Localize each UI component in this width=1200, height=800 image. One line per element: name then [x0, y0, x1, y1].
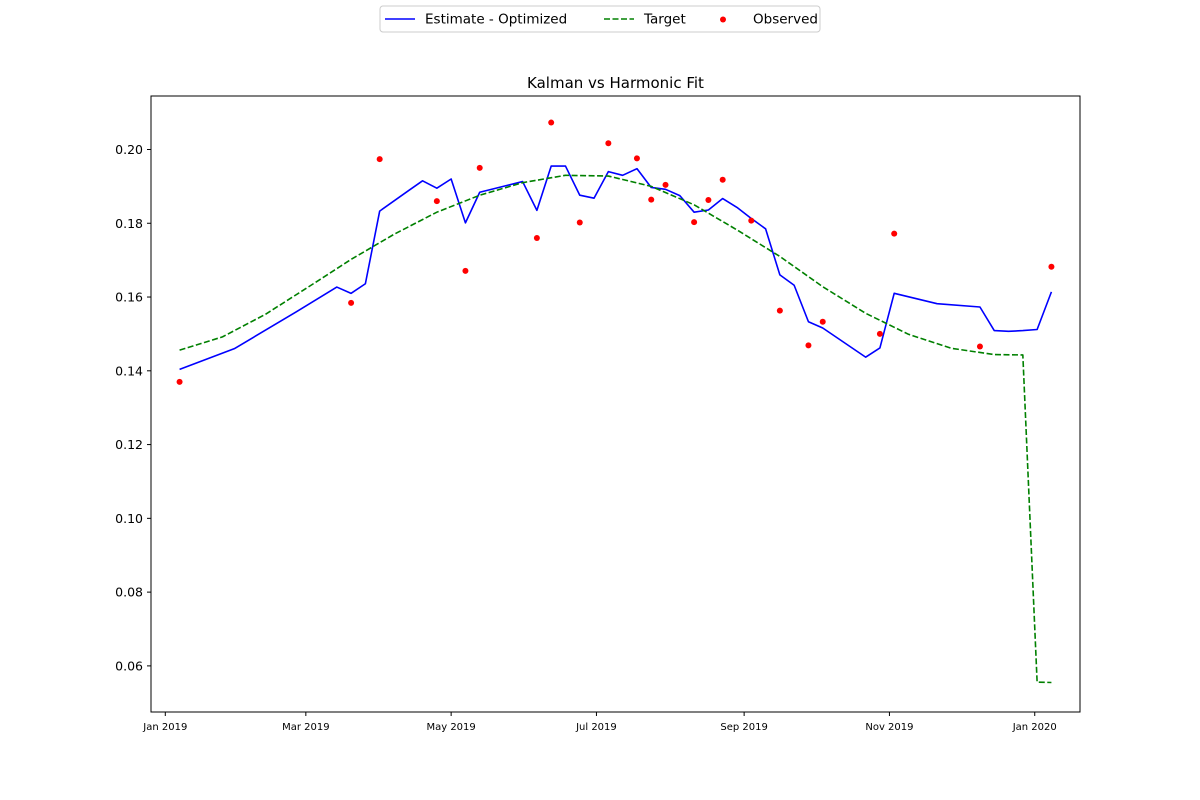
observed-point	[533, 235, 540, 242]
observed-point	[976, 343, 983, 350]
observed-point	[462, 267, 469, 274]
legend-marker-swatch	[720, 16, 726, 23]
observed-point	[176, 378, 183, 385]
plot-area-frame	[150, 95, 1081, 713]
observed-point	[476, 164, 483, 171]
y-tick-label: 0.14	[115, 363, 143, 378]
y-tick-label: 0.10	[115, 511, 143, 526]
chart-title: Kalman vs Harmonic Fit	[527, 74, 704, 92]
observed-point	[876, 330, 883, 337]
observed-point	[548, 119, 555, 126]
observed-point	[433, 198, 440, 205]
legend-item-target: Target	[604, 12, 686, 28]
observed-point	[748, 217, 755, 224]
y-tick-label: 0.16	[115, 290, 143, 305]
x-tick-label: Nov 2019	[865, 722, 913, 733]
observed-point	[805, 342, 812, 349]
legend-frame	[379, 5, 821, 33]
observed-point	[662, 181, 669, 188]
observed-point	[891, 230, 898, 237]
y-tick-label: 0.06	[115, 658, 143, 673]
observed-point	[576, 219, 583, 226]
observed-point	[819, 318, 826, 325]
observed-point	[605, 140, 612, 147]
observed-point	[1048, 263, 1055, 270]
observed-point	[348, 299, 355, 306]
observed-point	[691, 219, 698, 226]
legend-label: Observed	[753, 12, 818, 28]
legend-item-observed: Observed	[720, 12, 818, 28]
observed-point	[376, 156, 383, 163]
series-layer	[176, 119, 1055, 684]
observed-point	[776, 307, 783, 314]
x-tick-label: Jan 2019	[142, 722, 187, 733]
legend-item-estimate: Estimate - Optimized	[385, 12, 567, 28]
observed-point	[705, 197, 712, 204]
x-tick-label: Jan 2020	[1012, 722, 1057, 733]
y-tick-label: 0.18	[115, 216, 143, 231]
x-axis: Jan 2019 Mar 2019 May 2019 Jul 2019 Sep 2019…	[142, 712, 1057, 733]
series-line-target	[179, 174, 1052, 684]
x-tick-label: Jul 2019	[575, 722, 617, 733]
x-tick-label: Mar 2019	[282, 722, 330, 733]
observed-point	[648, 196, 655, 203]
y-axis: 0.06 0.08 0.10 0.12 0.14 0.16 0.18 0.20	[115, 142, 151, 673]
x-tick-label: May 2019	[426, 722, 475, 733]
series-line-estimate	[179, 165, 1053, 371]
y-tick-label: 0.20	[115, 142, 143, 157]
x-tick-label: Sep 2019	[720, 722, 767, 733]
legend-label: Estimate - Optimized	[425, 12, 567, 28]
observed-point	[719, 176, 726, 183]
y-tick-label: 0.12	[115, 437, 143, 452]
legend-label: Target	[643, 12, 686, 28]
legend: Estimate - Optimized Target Observed	[379, 5, 821, 33]
y-tick-label: 0.08	[115, 585, 143, 600]
observed-point	[633, 155, 640, 162]
